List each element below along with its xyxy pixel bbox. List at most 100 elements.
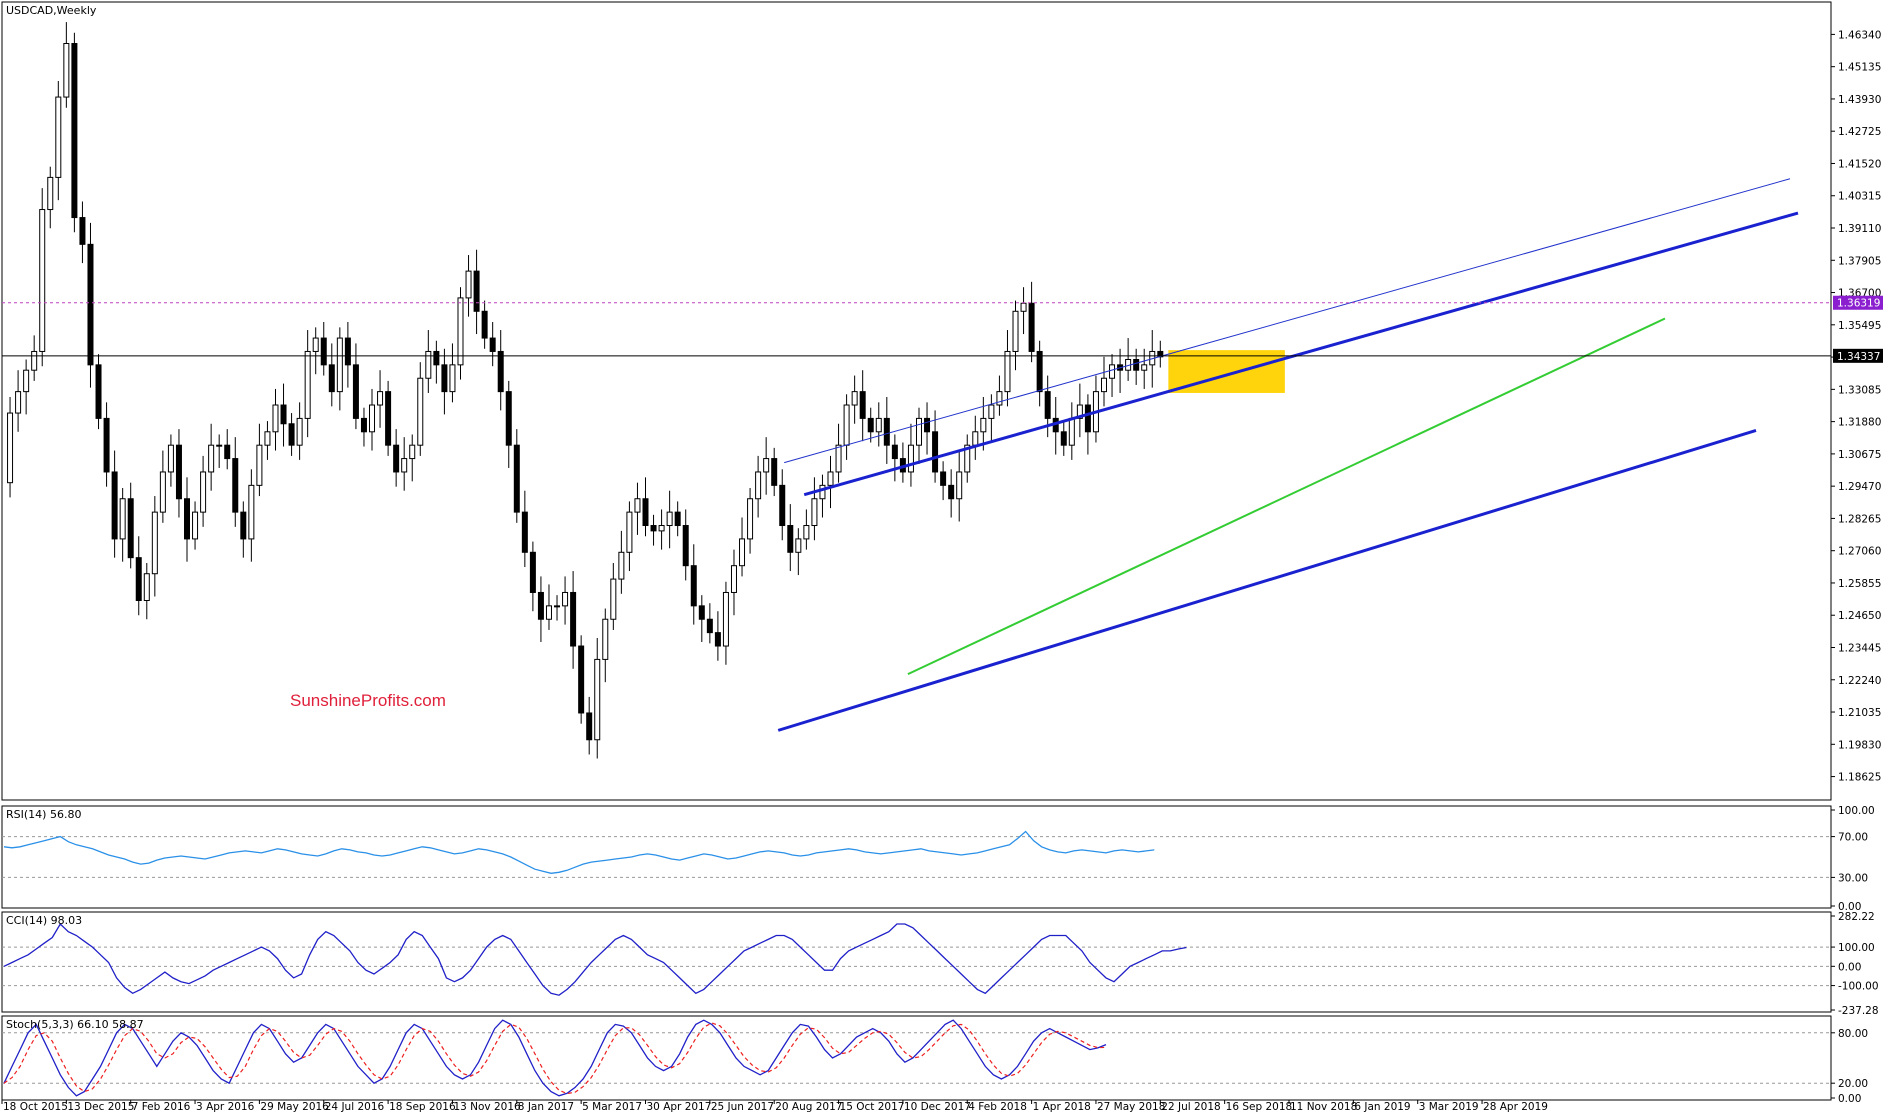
candle-body: [288, 423, 295, 446]
candle-body: [932, 431, 939, 473]
price-tick-label: 1.27060: [1838, 546, 1881, 558]
candle-body: [570, 591, 577, 647]
candle-body: [208, 444, 215, 473]
candle-body: [71, 43, 78, 219]
candles: [7, 22, 1164, 759]
indicator-line: [3, 830, 1155, 874]
candle-body: [1060, 431, 1067, 446]
candle-body: [1068, 417, 1075, 446]
candle-body: [465, 270, 472, 299]
upper-channel-line: [803, 211, 1799, 497]
cci-panel: 282.22 100.00 0.00 -100.00 -237.28 CCI(14) 98…: [1, 911, 1879, 1017]
candle-body: [666, 511, 673, 527]
x-tick-label: 29 May 2016: [260, 1101, 329, 1112]
indicator-line: [3, 1019, 1107, 1097]
candle-body: [972, 431, 979, 446]
price-axis: 1.46340 1.45135 1.43930 1.42725 1.41520 1.403…: [1831, 29, 1881, 784]
x-tick-label: 18 Oct 2015: [3, 1101, 68, 1112]
candle-body: [763, 458, 770, 473]
candle-body: [859, 391, 866, 419]
price-tick-label: 1.25855: [1838, 578, 1881, 590]
indicator-tick-label: 282.22: [1838, 911, 1875, 923]
candle-body: [883, 417, 890, 446]
candle-body: [497, 350, 504, 393]
x-tick-label: 25 Jun 2017: [711, 1101, 774, 1112]
candle-body: [803, 525, 810, 540]
price-tag: [1833, 348, 1883, 363]
candle-body: [449, 364, 456, 393]
candle-body: [1141, 364, 1148, 371]
indicator-name: CCI(14) 98.03: [6, 914, 82, 927]
candle-body: [529, 551, 536, 593]
price-tick-label: 1.35495: [1838, 320, 1881, 332]
candle-body: [747, 498, 754, 540]
candle-body: [159, 471, 166, 513]
candle-body: [594, 658, 601, 741]
candle-body: [336, 337, 343, 393]
price-tick-label: 1.41520: [1838, 158, 1881, 170]
lower-channel-line: [777, 429, 1757, 732]
price-tick-label: 1.42725: [1838, 126, 1881, 138]
candle-body: [280, 404, 287, 425]
price-tick-label: 1.37905: [1838, 255, 1881, 267]
indicator-signal-line: [3, 1022, 1107, 1095]
candle-body: [344, 337, 351, 366]
x-tick-label: 3 Mar 2019: [1419, 1101, 1479, 1112]
candle-body: [473, 270, 480, 312]
indicator-tick-label: -100.00: [1838, 981, 1879, 993]
candle-body: [1012, 310, 1019, 352]
price-levels: [2, 302, 1831, 357]
candle-body: [545, 605, 552, 620]
candle-body: [248, 484, 255, 540]
candle-body: [328, 364, 335, 393]
candle-body: [827, 471, 834, 486]
x-tick-label: 22 Jul 2018: [1161, 1101, 1220, 1112]
x-tick-label: 3 Apr 2016: [196, 1101, 255, 1112]
x-tick-label: 24 Jul 2016: [325, 1101, 385, 1112]
candle-body: [554, 605, 561, 608]
candle-body: [915, 417, 922, 446]
candle-body: [996, 391, 1003, 406]
price-tag-label: 1.36319: [1837, 298, 1880, 310]
candle-body: [39, 209, 46, 352]
candle-body: [457, 297, 464, 366]
price-tick-label: 1.28265: [1838, 513, 1881, 525]
price-tick-label: 1.31880: [1838, 417, 1881, 429]
support-line: [907, 317, 1666, 676]
candle-body: [256, 444, 263, 486]
price-tag: [1833, 295, 1883, 310]
candle-body: [537, 591, 544, 620]
candle-body: [151, 511, 158, 575]
candle-body: [1109, 364, 1116, 379]
candle-body: [988, 404, 995, 419]
candle-body: [184, 498, 191, 540]
candle-body: [1133, 358, 1140, 371]
indicator-name: Stoch(5,3,3) 66.10 58.87: [6, 1018, 144, 1031]
candle-body: [264, 431, 271, 446]
candle-body: [562, 591, 569, 607]
x-tick-label: 20 Aug 2017: [775, 1101, 842, 1112]
candle-body: [417, 377, 424, 446]
price-tick-label: 1.45135: [1838, 62, 1881, 74]
candle-body: [771, 458, 778, 486]
x-tick-label: 30 Apr 2017: [647, 1101, 712, 1112]
candle-body: [513, 444, 520, 513]
price-tick-label: 1.46340: [1838, 29, 1881, 41]
candle-body: [867, 417, 874, 433]
candle-body: [272, 404, 279, 433]
trend-lines: [777, 178, 1799, 732]
x-tick-label: 15 Oct 2017: [840, 1101, 905, 1112]
indicator-tick-label: 100.00: [1838, 805, 1875, 817]
candle-body: [706, 618, 713, 634]
candle-body: [232, 458, 239, 513]
x-tick-label: 18 Sep 2016: [389, 1101, 456, 1112]
candle-body: [714, 632, 721, 647]
candle-body: [650, 525, 657, 532]
candle-body: [47, 176, 54, 211]
candle-body: [304, 350, 311, 419]
indicator-tick-label: 0.00: [1838, 901, 1861, 913]
candle-body: [352, 364, 359, 419]
indicator-line: [3, 922, 1187, 996]
outer-channel-line: [784, 178, 1791, 464]
